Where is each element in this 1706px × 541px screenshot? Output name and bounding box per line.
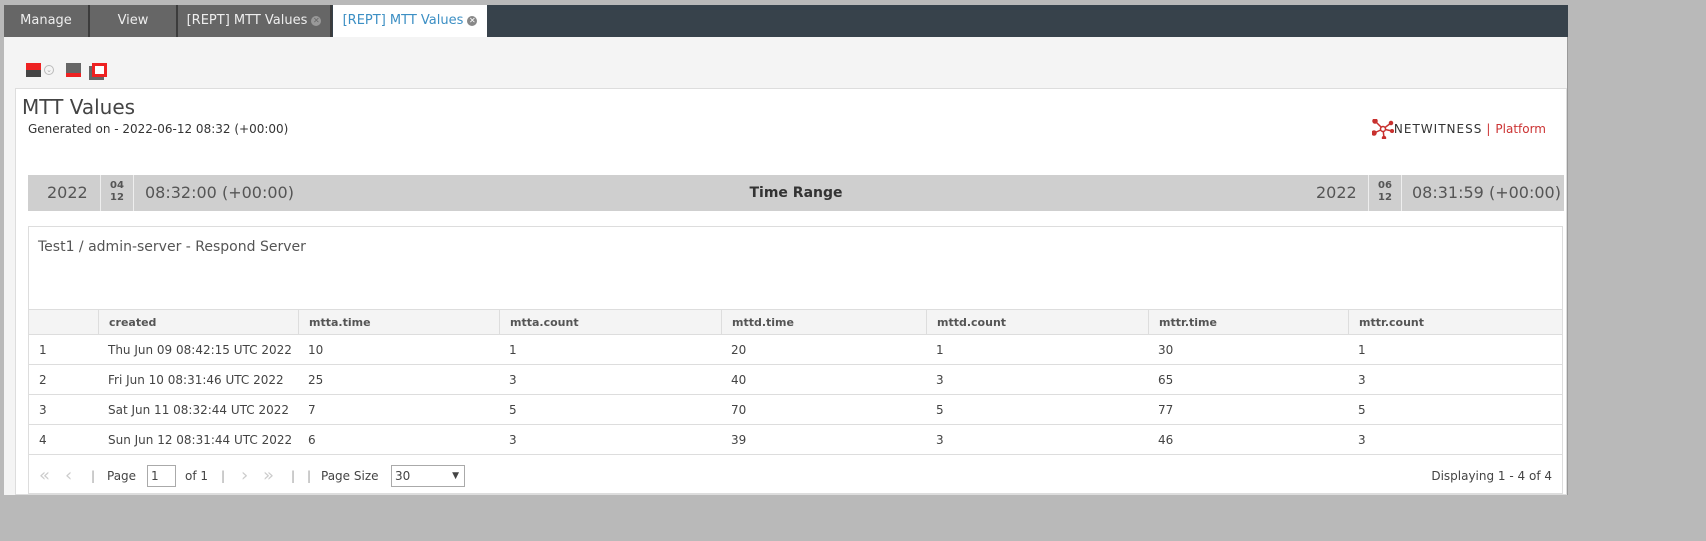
displaying-count: Displaying 1 - 4 of 4 (1431, 469, 1552, 483)
table-cell: 2 (39, 373, 47, 387)
tab-manage[interactable]: Manage (4, 5, 90, 37)
logo-icon (1371, 119, 1394, 139)
table-cell: 3 (509, 433, 517, 447)
last-page-icon[interactable]: » (263, 465, 275, 486)
start-year: 2022 (47, 183, 88, 202)
column-header[interactable]: mtta.time (298, 310, 371, 335)
page-size-label: Page Size (321, 469, 379, 483)
pager: « ‹ | Page 1 of 1 | › » | | Page Size 30… (29, 459, 1562, 493)
table-cell: 7 (308, 403, 316, 417)
table-cell: 3 (936, 373, 944, 387)
close-icon[interactable]: ✕ (467, 15, 478, 26)
tab-report-1[interactable]: [REPT] MTT Values ✕ (178, 5, 332, 37)
tab-label: [REPT] MTT Values (342, 13, 464, 28)
tab-view[interactable]: View (90, 5, 178, 37)
table-cell: 1 (936, 343, 944, 357)
next-page-icon[interactable]: › (241, 465, 249, 486)
result-table: Test1 / admin-server - Respond Server cr… (28, 226, 1563, 494)
column-header[interactable] (29, 310, 39, 335)
table-cell: 3 (39, 403, 47, 417)
table-cell: 46 (1158, 433, 1174, 447)
save-icon[interactable] (26, 63, 41, 77)
table-cell: 77 (1158, 403, 1174, 417)
table-cell: 10 (308, 343, 324, 357)
end-year: 2022 (1316, 183, 1357, 202)
table-cell: Fri Jun 10 08:31:46 UTC 2022 (108, 373, 284, 387)
table-cell: Sun Jun 12 08:31:44 UTC 2022 (108, 433, 293, 447)
table-cell: 1 (1358, 343, 1366, 357)
table-cell: 1 (509, 343, 517, 357)
column-header[interactable]: mttd.time (721, 310, 794, 335)
table-row[interactable]: 2 Fri Jun 10 08:31:46 UTC 2022 25 3 40 3 65 3 (29, 365, 1562, 395)
column-header[interactable]: created (98, 310, 156, 335)
table-cell: 3 (936, 433, 944, 447)
time-range-bar: 2022 04 12 08:32:00 (+00:00) Time Range 2… (28, 175, 1564, 211)
table-cell: 30 (1158, 343, 1174, 357)
page-label: Page (107, 469, 137, 483)
app-frame: Manage View [REPT] MTT Values ✕ [REPT] MT… (4, 5, 1568, 495)
column-header[interactable]: mttr.time (1148, 310, 1217, 335)
first-page-icon[interactable]: « (39, 465, 51, 486)
table-cell: 65 (1158, 373, 1174, 387)
logo-brand: NETWITNESS (1393, 122, 1483, 136)
table-cell: 3 (509, 373, 517, 387)
column-header[interactable]: mttr.count (1348, 310, 1424, 335)
table-cell: 3 (1358, 373, 1366, 387)
table-cell: 4 (39, 433, 47, 447)
table-cell: 3 (1358, 433, 1366, 447)
page-size-select[interactable]: 30 ▼ (391, 465, 465, 487)
close-icon[interactable]: ✕ (311, 15, 322, 26)
tab-label: [REPT] MTT Values (186, 13, 308, 28)
chevron-down-icon[interactable]: ⌄ (44, 65, 54, 75)
table-cell: 6 (308, 433, 316, 447)
column-header[interactable]: mttd.count (926, 310, 1006, 335)
table-cell: 5 (1358, 403, 1366, 417)
table-cell: 20 (731, 343, 747, 357)
table-row[interactable]: 1 Thu Jun 09 08:42:15 UTC 2022 10 1 20 1 30 1 (29, 335, 1562, 365)
table-cell: 5 (936, 403, 944, 417)
table-row[interactable]: 4 Sun Jun 12 08:31:44 UTC 2022 6 3 39 3 46 3 (29, 425, 1562, 455)
start-month-day: 04 12 (100, 175, 134, 211)
table-row[interactable]: 3 Sat Jun 11 08:32:44 UTC 2022 7 5 70 5 77 5 (29, 395, 1562, 425)
table-cell: Thu Jun 09 08:42:15 UTC 2022 (108, 343, 292, 357)
table-cell: 40 (731, 373, 747, 387)
tab-label: Manage (20, 13, 72, 28)
table-cell: 25 (308, 373, 324, 387)
table-cell: Sat Jun 11 08:32:44 UTC 2022 (108, 403, 289, 417)
page-count: of 1 (185, 469, 209, 483)
window-icon[interactable] (92, 63, 107, 77)
logo-product: Platform (1495, 122, 1546, 136)
report-title: MTT Values (22, 95, 136, 119)
export-icon[interactable] (66, 63, 81, 77)
end-month-day: 06 12 (1368, 175, 1402, 211)
netwitness-logo: NETWITNESS | Platform (1371, 119, 1546, 139)
table-cell: 39 (731, 433, 747, 447)
tab-label: View (117, 13, 149, 28)
prev-page-icon[interactable]: ‹ (65, 465, 73, 486)
end-time: 08:31:59 (+00:00) (1412, 183, 1561, 202)
table-cell: 1 (39, 343, 47, 357)
column-header[interactable]: mtta.count (499, 310, 579, 335)
page-input[interactable]: 1 (147, 465, 176, 487)
table-subtitle: Test1 / admin-server - Respond Server (38, 239, 306, 255)
time-range-label: Time Range (749, 185, 843, 201)
tab-bar: Manage View [REPT] MTT Values ✕ [REPT] MT… (4, 5, 1568, 37)
table-cell: 70 (731, 403, 747, 417)
start-time: 08:32:00 (+00:00) (145, 183, 294, 202)
table-cell: 5 (509, 403, 517, 417)
generated-on: Generated on - 2022-06-12 08:32 (+00:00) (28, 122, 289, 136)
report-panel: MTT Values Generated on - 2022-06-12 08:… (15, 88, 1567, 495)
tab-report-2[interactable]: [REPT] MTT Values ✕ (333, 5, 487, 37)
table-header: created mtta.time mtta.count mttd.time mttd.… (29, 309, 1562, 335)
